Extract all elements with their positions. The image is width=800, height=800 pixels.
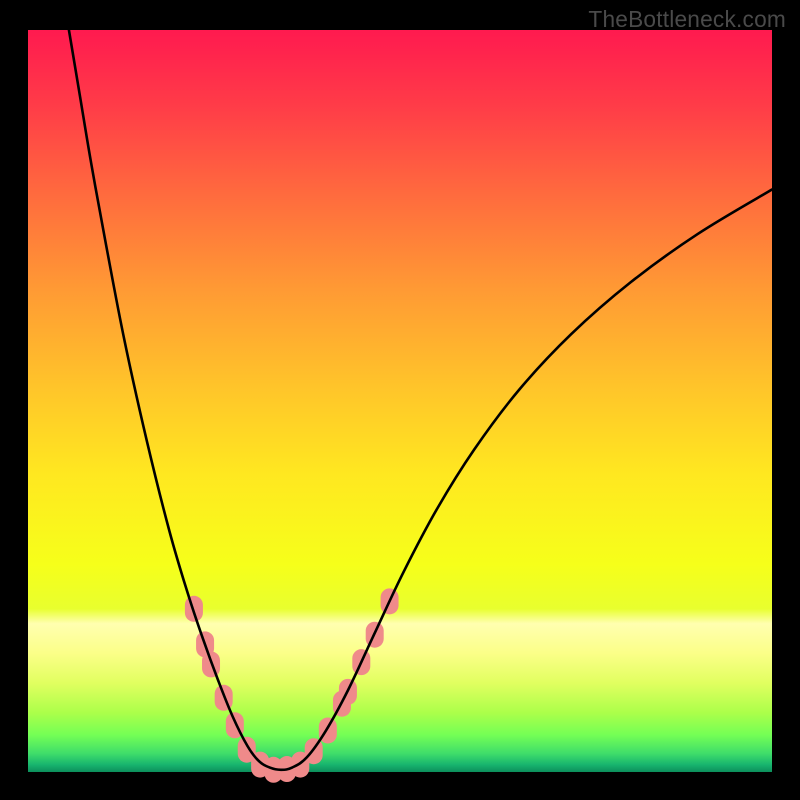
plot-area: [28, 30, 772, 772]
chart-container: TheBottleneck.com: [0, 0, 800, 800]
bottleneck-curve: [69, 30, 772, 770]
watermark-text: TheBottleneck.com: [588, 6, 786, 33]
curve-layer: [28, 30, 772, 772]
marker-group: [185, 588, 399, 782]
